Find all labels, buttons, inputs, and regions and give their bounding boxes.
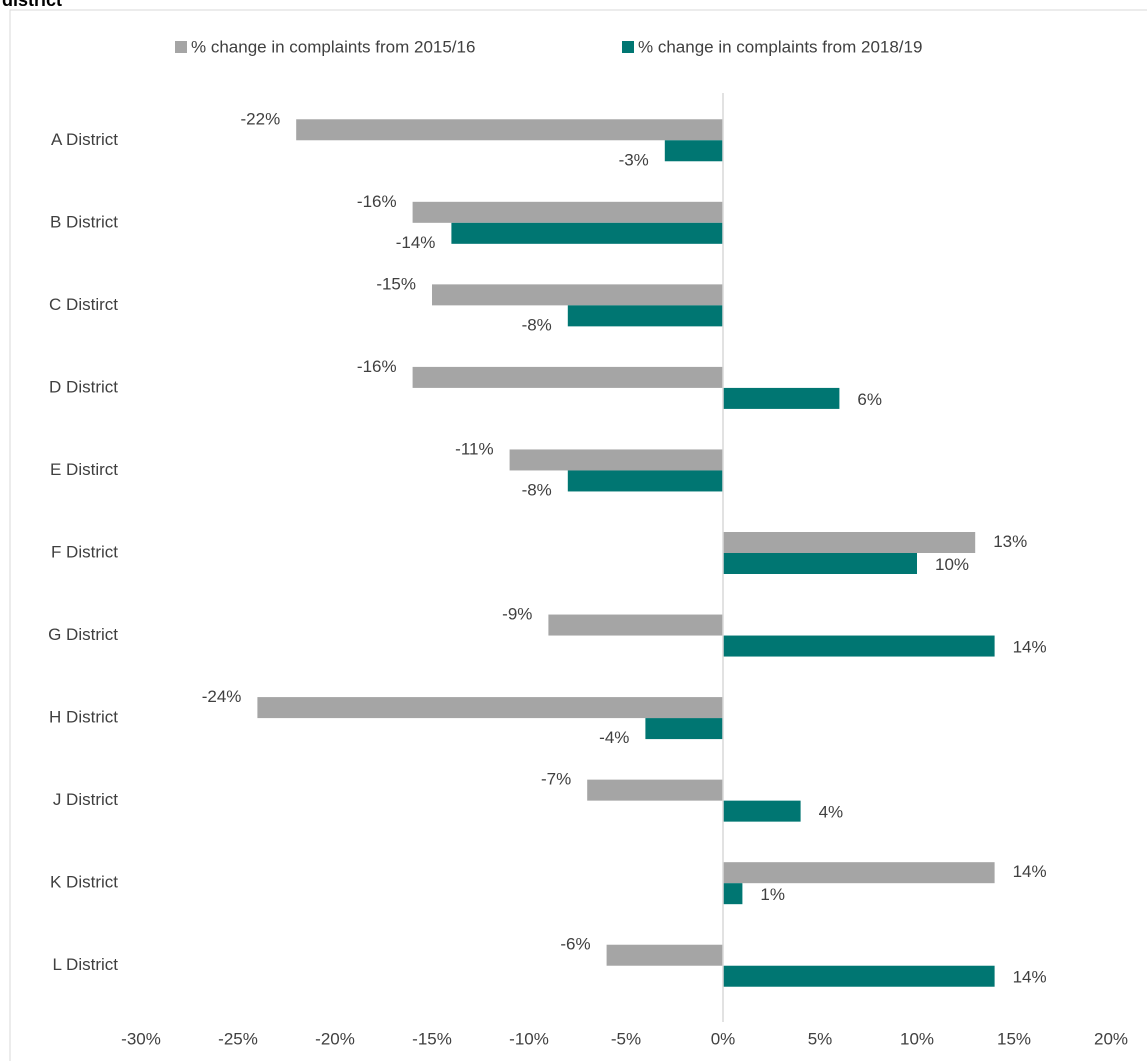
x-tick-label: -15% — [412, 1029, 452, 1048]
bar — [723, 387, 840, 409]
bar — [664, 140, 723, 162]
data-label: -14% — [396, 233, 436, 252]
bar — [548, 614, 723, 636]
data-label: -22% — [241, 109, 281, 128]
x-tick-label: -20% — [315, 1029, 355, 1048]
data-label: 14% — [1013, 968, 1047, 987]
data-label: 4% — [819, 803, 844, 822]
x-tick-label: 15% — [997, 1029, 1031, 1048]
data-label: -9% — [502, 605, 532, 624]
legend-label: % change in complaints from 2018/19 — [638, 37, 922, 56]
chart-frame — [9, 9, 1147, 1061]
data-label: -6% — [560, 935, 590, 954]
data-label: -3% — [619, 150, 649, 169]
bar — [587, 779, 723, 801]
y-tick-label: J District — [53, 790, 118, 809]
bar — [567, 470, 723, 492]
legend-swatch — [175, 41, 187, 53]
y-tick-label: E Distirct — [50, 460, 118, 479]
data-label: -15% — [376, 274, 416, 293]
bar — [509, 449, 723, 471]
data-label: 10% — [935, 555, 969, 574]
bar — [567, 305, 723, 327]
data-label: -16% — [357, 357, 397, 376]
x-tick-label: 0% — [711, 1029, 736, 1048]
x-tick-label: -5% — [611, 1029, 641, 1048]
bar — [723, 635, 995, 657]
data-label: -24% — [202, 687, 242, 706]
data-label: -16% — [357, 192, 397, 211]
x-tick-label: -25% — [218, 1029, 258, 1048]
data-label: -7% — [541, 770, 571, 789]
bar — [723, 862, 995, 884]
bar — [296, 119, 723, 141]
x-tick-label: -10% — [509, 1029, 549, 1048]
bar — [606, 944, 723, 966]
data-label: -8% — [522, 480, 552, 499]
data-label: -11% — [455, 439, 493, 458]
data-label: 6% — [857, 390, 882, 409]
bar — [645, 718, 723, 740]
bar — [723, 883, 743, 905]
x-tick-label: 5% — [808, 1029, 833, 1048]
y-tick-label: L District — [53, 955, 119, 974]
x-tick-label: 10% — [900, 1029, 934, 1048]
y-tick-label: D District — [49, 377, 118, 396]
bar — [451, 222, 723, 244]
bar — [723, 800, 801, 822]
legend-swatch — [622, 41, 634, 53]
bar — [412, 366, 723, 388]
data-label: -8% — [522, 315, 552, 334]
bar — [723, 532, 976, 553]
y-tick-label: A District — [51, 130, 118, 149]
bar — [723, 965, 995, 987]
data-label: -4% — [599, 728, 629, 747]
x-tick-label: 20% — [1094, 1029, 1128, 1048]
data-label: 13% — [993, 532, 1027, 551]
bar — [257, 697, 723, 719]
bar — [432, 284, 723, 306]
data-label: 1% — [760, 885, 785, 904]
data-label: 14% — [1013, 638, 1047, 657]
bar — [723, 553, 917, 574]
data-label: 14% — [1013, 862, 1047, 881]
y-tick-label: G District — [48, 625, 118, 644]
chart-title: district — [2, 0, 62, 10]
y-tick-label: C Distirct — [49, 295, 118, 314]
legend-label: % change in complaints from 2015/16 — [191, 37, 475, 56]
y-tick-label: H District — [49, 708, 118, 727]
x-tick-label: -30% — [121, 1029, 161, 1048]
y-tick-label: B District — [50, 212, 118, 231]
y-tick-label: K District — [50, 873, 118, 892]
y-tick-label: F District — [51, 542, 118, 561]
bar — [412, 201, 723, 223]
